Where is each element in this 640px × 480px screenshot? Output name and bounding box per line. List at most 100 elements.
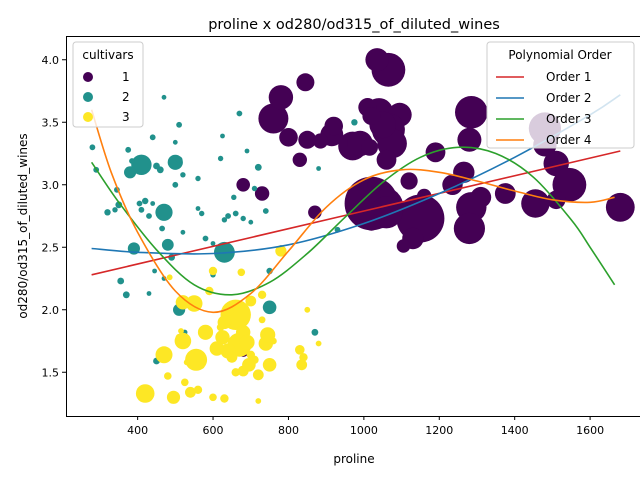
x-tick-label-1200: 1200 [425,424,453,437]
legend-polynomial-title: Polynomial Order [508,48,611,62]
legend-fit-label-4: Order 4 [546,133,592,147]
point-cultivar-2-51 [311,328,319,336]
point-cultivar-2-16 [122,291,130,299]
point-cultivar-3-4 [197,324,214,340]
point-cultivar-2-11 [112,207,118,213]
point-cultivar-2-57 [152,268,158,274]
x-tick-label-1000: 1000 [350,424,378,437]
point-cultivar-3-13 [185,386,196,398]
point-cultivar-2-38 [217,155,224,162]
point-cultivar-1-30 [400,172,418,190]
point-cultivar-2-49 [271,307,276,313]
point-cultivar-2-62 [180,229,186,235]
legend-label-3: 3 [122,110,130,124]
point-cultivar-3-42 [178,328,184,334]
point-cultivar-3-53 [175,333,183,341]
point-cultivar-1-51 [236,178,250,192]
point-cultivar-3-54 [166,274,173,281]
legend-swatch-3 [83,112,93,122]
point-cultivar-3-50 [250,355,259,364]
point-cultivar-1-18 [324,116,344,136]
point-cultivar-1-50 [254,186,270,201]
legend-cultivars-box [72,41,144,128]
point-cultivar-2-56 [146,291,152,296]
point-cultivar-3-36 [296,359,308,371]
point-cultivar-3-15 [198,363,205,369]
point-cultivar-3-8 [155,346,173,364]
point-cultivar-2-30 [176,121,183,128]
point-cultivar-2-12 [104,209,111,216]
point-cultivar-2-0 [131,154,152,175]
point-cultivar-2-40 [225,213,232,219]
point-cultivar-1-14 [296,73,315,92]
point-cultivar-1-36 [521,189,550,218]
point-cultivar-2-2 [155,203,173,221]
point-cultivar-1-22 [312,133,329,149]
point-cultivar-2-5 [262,300,277,315]
point-cultivar-3-11 [220,394,229,403]
point-cultivar-1-1 [365,48,389,72]
point-cultivar-3-48 [237,268,246,277]
point-cultivar-1-48 [308,205,322,220]
point-cultivar-2-42 [236,110,243,117]
point-cultivar-2-7 [161,238,174,251]
point-cultivar-1-46 [417,188,432,204]
point-cultivar-2-39 [220,133,225,139]
point-cultivar-1-20 [298,130,317,149]
point-cultivar-2-67 [221,217,228,223]
point-cultivar-1-21 [361,138,378,156]
y-axis-label: od280/od315_of_diluted_wines [16,133,30,318]
point-cultivar-3-44 [181,378,189,387]
point-cultivar-2-52 [316,166,321,171]
x-tick-label-1400: 1400 [501,424,529,437]
point-cultivar-2-26 [159,225,166,232]
x-tick-label-400: 400 [127,424,148,437]
point-cultivar-2-20 [138,206,145,213]
point-cultivar-2-64 [195,206,201,211]
point-cultivar-3-37 [299,353,308,362]
legend-swatch-1 [83,72,93,82]
point-cultivar-2-65 [210,241,216,246]
point-cultivar-3-7 [175,295,191,310]
point-cultivar-3-26 [239,334,255,350]
point-cultivar-3-23 [231,368,240,377]
point-cultivar-2-69 [248,219,254,225]
point-cultivar-1-19 [279,128,298,147]
point-cultivar-2-55 [150,201,156,206]
point-cultivar-3-43 [164,372,172,380]
point-cultivar-2-18 [129,158,135,164]
point-cultivar-3-33 [262,358,277,372]
legend-cultivars: cultivars 1 2 3 [72,41,144,128]
plot-area [89,48,635,404]
point-cultivar-2-10 [89,144,96,151]
point-cultivar-3-35 [295,345,305,355]
point-cultivar-2-17 [125,146,132,153]
y-tick-label-3: 3.0 [42,179,60,192]
point-cultivar-3-51 [258,316,266,324]
legend-fit-label-1: Order 1 [546,70,592,84]
y-tick-label-2.5: 2.5 [42,241,60,254]
point-cultivar-2-36 [202,235,209,242]
legend-polynomial-order: Polynomial Order Order 1 Order 2 Order 3… [486,41,635,149]
point-cultivar-1-25 [376,149,397,170]
legend-label-1: 1 [122,70,130,84]
point-cultivar-2-61 [175,156,183,164]
point-cultivar-3-17 [208,266,218,276]
point-cultivar-2-43 [240,215,246,222]
point-cultivar-3-45 [216,323,225,332]
x-tick-label-800: 800 [278,424,299,437]
point-cultivar-2-41 [232,210,239,217]
point-cultivar-3-18 [209,341,224,356]
point-cultivar-3-19 [215,330,230,345]
fit-line-order-3 [90,146,616,296]
point-cultivar-3-9 [135,384,155,403]
point-cultivar-1-34 [453,212,485,245]
point-cultivar-3-6 [185,295,203,312]
legend-fit-label-3: Order 3 [546,112,592,126]
legend-fit-label-2: Order 2 [546,91,592,105]
point-cultivar-2-66 [218,244,224,250]
fit-line-order-4 [90,109,615,314]
point-cultivar-2-31 [180,172,186,178]
point-cultivar-2-27 [161,94,167,100]
